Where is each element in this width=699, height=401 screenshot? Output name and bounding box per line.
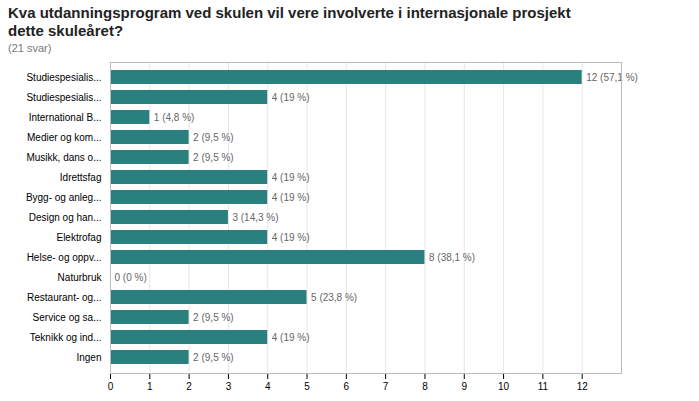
svg-text:5: 5 xyxy=(304,381,310,392)
svg-text:9: 9 xyxy=(461,381,467,392)
svg-text:12: 12 xyxy=(577,381,589,392)
svg-text:Studiespesialis...: Studiespesialis... xyxy=(26,72,101,83)
svg-text:4 (19 %): 4 (19 %) xyxy=(272,232,310,243)
svg-text:2 (9,5 %): 2 (9,5 %) xyxy=(193,152,234,163)
svg-text:Design og han...: Design og han... xyxy=(29,212,102,223)
svg-text:0 (0 %): 0 (0 %) xyxy=(115,272,147,283)
svg-text:Medier og kom...: Medier og kom... xyxy=(27,132,101,143)
svg-text:Ingen: Ingen xyxy=(76,352,101,363)
svg-text:2 (9,5 %): 2 (9,5 %) xyxy=(193,352,234,363)
svg-text:Naturbruk: Naturbruk xyxy=(58,272,103,283)
svg-text:2 (9,5 %): 2 (9,5 %) xyxy=(193,312,234,323)
svg-text:4 (19 %): 4 (19 %) xyxy=(272,332,310,343)
svg-text:4: 4 xyxy=(265,381,271,392)
html-text:(21 svar): (21 svar) xyxy=(8,42,52,54)
svg-text:Helse- og oppv...: Helse- og oppv... xyxy=(27,252,102,263)
svg-text:Teknikk og ind...: Teknikk og ind... xyxy=(30,332,102,343)
svg-text:Restaurant- og...: Restaurant- og... xyxy=(27,292,101,303)
svg-text:3 (14,3 %): 3 (14,3 %) xyxy=(232,212,278,223)
svg-text:7: 7 xyxy=(383,381,389,392)
svg-text:2: 2 xyxy=(186,381,192,392)
svg-text:4 (19 %): 4 (19 %) xyxy=(272,192,310,203)
svg-text:Studiespesialis...: Studiespesialis... xyxy=(26,92,101,103)
svg-text:11: 11 xyxy=(538,381,549,392)
svg-text:Bygg- og anleg...: Bygg- og anleg... xyxy=(26,192,102,203)
svg-text:Idrettsfag: Idrettsfag xyxy=(60,172,102,183)
svg-text:8 (38,1 %): 8 (38,1 %) xyxy=(429,252,475,263)
svg-text:1: 1 xyxy=(147,381,153,392)
svg-text:10: 10 xyxy=(498,381,510,392)
svg-text:6: 6 xyxy=(344,381,350,392)
svg-text:4 (19 %): 4 (19 %) xyxy=(272,172,310,183)
svg-text:2 (9,5 %): 2 (9,5 %) xyxy=(193,132,234,143)
html-text:Kva utdanningsprogram ved skul: Kva utdanningsprogram ved skulen vil ver… xyxy=(8,4,571,39)
svg-text:1 (4,8 %): 1 (4,8 %) xyxy=(154,112,195,123)
svg-text:Elektrofag: Elektrofag xyxy=(56,232,101,243)
svg-text:8: 8 xyxy=(422,381,428,392)
svg-text:Musikk, dans o...: Musikk, dans o... xyxy=(26,152,101,163)
svg-text:4 (19 %): 4 (19 %) xyxy=(272,92,310,103)
svg-text:3: 3 xyxy=(226,381,232,392)
svg-text:12 (57,1 %): 12 (57,1 %) xyxy=(586,72,638,83)
svg-text:5 (23,8 %): 5 (23,8 %) xyxy=(311,292,357,303)
svg-text:International B...: International B... xyxy=(29,112,102,123)
svg-text:0: 0 xyxy=(108,381,114,392)
svg-text:Service og sa...: Service og sa... xyxy=(33,312,102,323)
